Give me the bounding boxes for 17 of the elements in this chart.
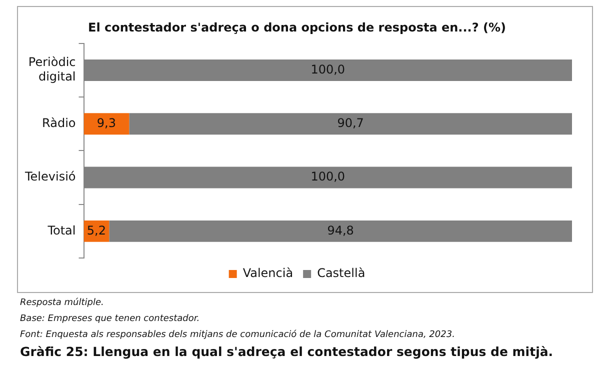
data-label: 90,7	[337, 116, 364, 130]
y-tick-label: Total	[46, 223, 76, 238]
chart-title: El contestador s'adreça o dona opcions de resposta en...? (%)	[88, 20, 506, 34]
data-label: 94,8	[327, 223, 354, 238]
legend-label: Castellà	[317, 266, 366, 280]
data-label: 100,0	[310, 62, 346, 76]
data-label: 100,0	[310, 170, 346, 184]
text: Base: Empreses que tenen contestador.	[20, 314, 201, 324]
data-label: 5,2	[86, 223, 106, 238]
text: Resposta múltiple.	[20, 298, 105, 308]
y-tick-label: Ràdio	[42, 116, 76, 130]
text: Font: Enquesta als responsables dels mitjans de comunicació de la Comunitat Valenciana, 2023.	[20, 330, 456, 340]
y-tick-label: Televisió	[24, 170, 76, 184]
legend-label: Valencià	[242, 266, 294, 280]
y-tick-label: Periòdic digital	[28, 55, 76, 84]
data-label: 9,3	[96, 116, 116, 130]
text: Gràfic 25: Llengua en la qual s'adreça el contestador segons tipus de mitjà.	[20, 344, 554, 359]
